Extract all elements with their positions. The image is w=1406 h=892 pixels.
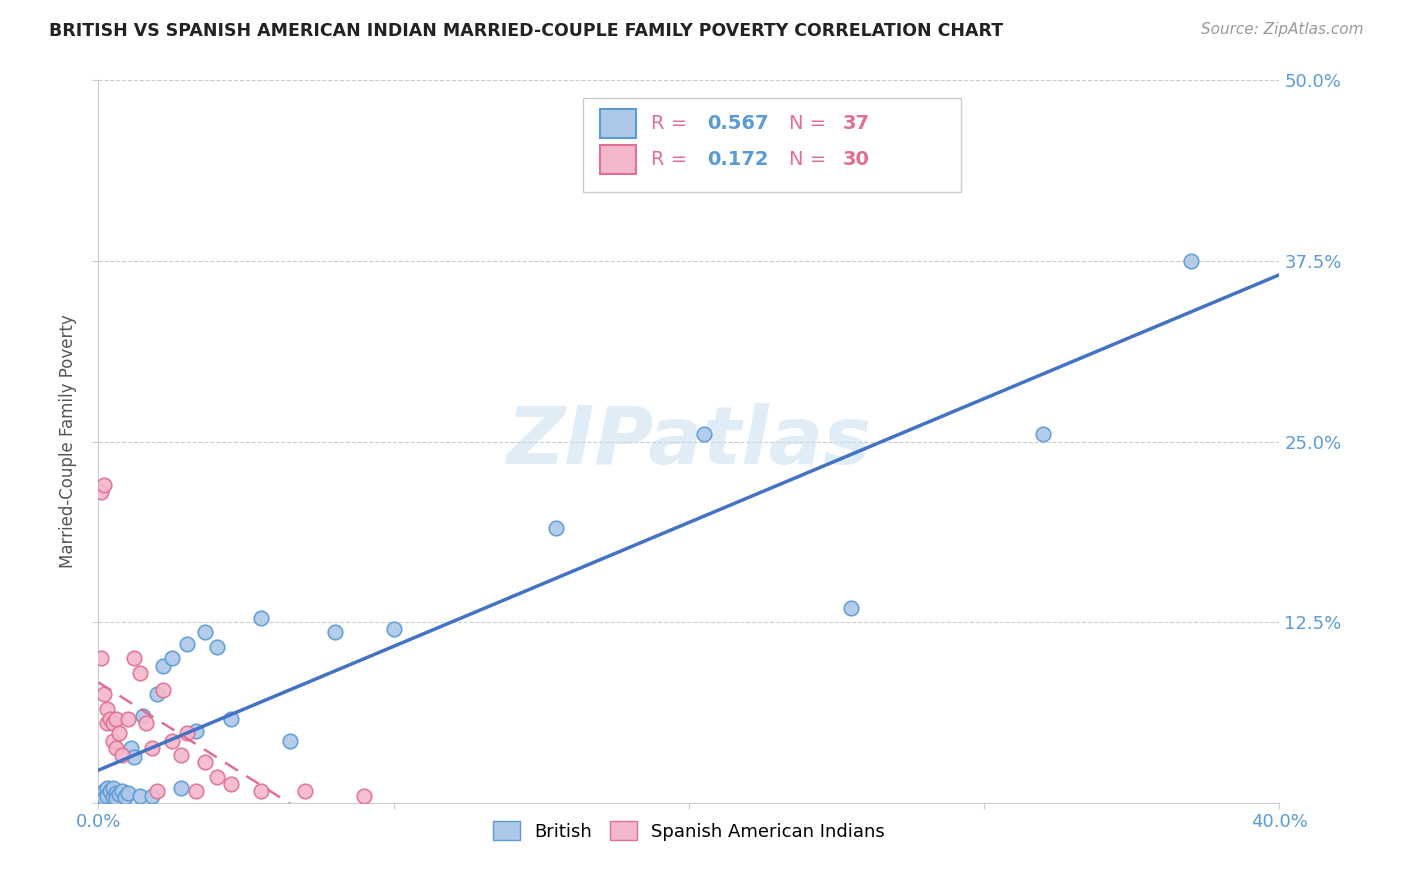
Point — [205, 770, 228, 784]
Point — [146, 784, 169, 798]
Point — [135, 716, 157, 731]
Bar — [582, 98, 960, 193]
Text: 37: 37 — [842, 114, 869, 133]
Point — [105, 786, 128, 800]
Point — [162, 733, 183, 747]
Point — [122, 749, 145, 764]
Point — [96, 781, 118, 796]
Point — [146, 687, 169, 701]
Point — [111, 748, 134, 763]
Point — [162, 651, 183, 665]
Point — [105, 740, 128, 755]
Point — [841, 600, 863, 615]
Point — [96, 716, 118, 731]
Point — [98, 784, 121, 798]
Point — [152, 683, 174, 698]
Point — [93, 791, 115, 805]
Legend: British, Spanish American Indians: British, Spanish American Indians — [485, 814, 893, 848]
Point — [176, 637, 198, 651]
Point — [90, 789, 112, 803]
Point — [184, 723, 207, 738]
Point — [117, 786, 139, 800]
Text: Source: ZipAtlas.com: Source: ZipAtlas.com — [1201, 22, 1364, 37]
Text: 0.172: 0.172 — [707, 150, 768, 169]
Point — [105, 712, 128, 726]
Point — [93, 784, 115, 798]
Point — [221, 712, 243, 726]
Point — [114, 790, 136, 805]
Text: N =: N = — [789, 150, 832, 169]
Text: 0.567: 0.567 — [707, 114, 768, 133]
Point — [353, 789, 375, 803]
Point — [98, 712, 121, 726]
Point — [323, 625, 346, 640]
Point — [382, 623, 405, 637]
Point — [1032, 427, 1054, 442]
Point — [205, 640, 228, 654]
Point — [90, 651, 112, 665]
Point — [170, 781, 193, 796]
Point — [184, 784, 207, 798]
Point — [194, 625, 217, 640]
Text: ZIPatlas: ZIPatlas — [506, 402, 872, 481]
Point — [546, 521, 568, 535]
Bar — [600, 109, 636, 138]
Text: BRITISH VS SPANISH AMERICAN INDIAN MARRIED-COUPLE FAMILY POVERTY CORRELATION CHA: BRITISH VS SPANISH AMERICAN INDIAN MARRI… — [49, 22, 1004, 40]
Text: R =: R = — [651, 150, 693, 169]
Text: 30: 30 — [842, 150, 869, 169]
Point — [176, 726, 198, 740]
Point — [90, 485, 112, 500]
Point — [141, 740, 163, 755]
Text: N =: N = — [789, 114, 832, 133]
Point — [120, 740, 142, 755]
Point — [103, 781, 125, 796]
Point — [132, 709, 155, 723]
Point — [93, 478, 115, 492]
Point — [250, 611, 273, 625]
Point — [128, 789, 150, 803]
Point — [96, 789, 118, 803]
Point — [96, 702, 118, 716]
Point — [1180, 253, 1202, 268]
Point — [280, 733, 302, 747]
Point — [141, 789, 163, 803]
Point — [93, 687, 115, 701]
Point — [194, 756, 217, 770]
Point — [693, 427, 716, 442]
Point — [103, 790, 125, 805]
Point — [221, 777, 243, 791]
Point — [111, 784, 134, 798]
Y-axis label: Married-Couple Family Poverty: Married-Couple Family Poverty — [59, 315, 77, 568]
Point — [128, 665, 150, 680]
Point — [108, 726, 131, 740]
Point — [108, 787, 131, 801]
Point — [122, 651, 145, 665]
Point — [105, 791, 128, 805]
Bar — [600, 145, 636, 174]
Text: R =: R = — [651, 114, 693, 133]
Point — [117, 712, 139, 726]
Point — [103, 733, 125, 747]
Point — [294, 784, 316, 798]
Point — [152, 658, 174, 673]
Point — [170, 748, 193, 763]
Point — [250, 784, 273, 798]
Point — [103, 716, 125, 731]
